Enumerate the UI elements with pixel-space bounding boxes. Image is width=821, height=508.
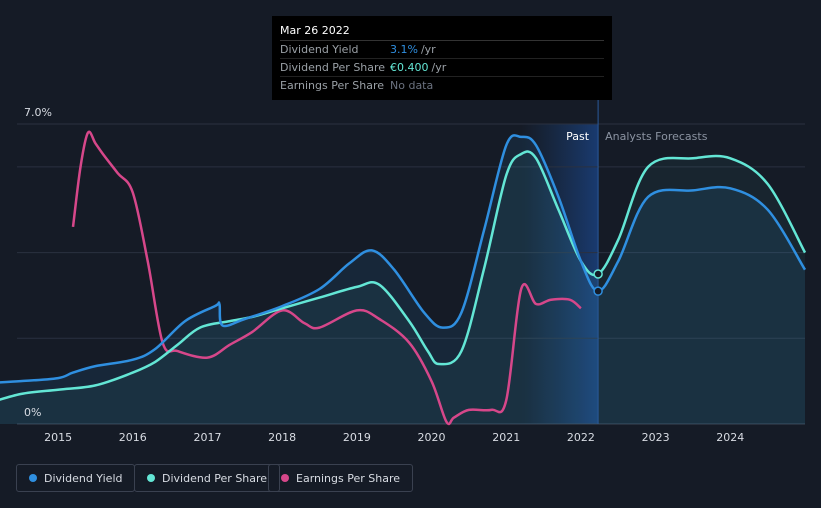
tooltip-value: No data [390, 79, 434, 92]
tooltip-value: 3.1% [390, 43, 418, 56]
earnings-per-share-line[interactable] [71, 130, 582, 426]
legend-label: Earnings Per Share [296, 471, 401, 485]
x-tick-label: 2015 [44, 431, 72, 444]
grid-lines [17, 123, 805, 425]
dividend-yield-area [0, 135, 805, 424]
x-tick-label: 2016 [119, 431, 147, 444]
legend-dividend-per-share[interactable]: Dividend Per Share [134, 464, 281, 492]
tooltip-row-earnings-per-share: Earnings Per Share No data [280, 77, 604, 94]
y-tick-label-max: 7.0% [24, 106, 52, 119]
dividend-per-share-dot-icon [147, 474, 155, 482]
tooltip-row-dividend-yield: Dividend Yield 3.1% /yr [280, 41, 604, 59]
legend-label: Dividend Per Share [162, 471, 268, 485]
x-tick-label: 2022 [567, 431, 595, 444]
dividend-yield-marker [593, 286, 603, 296]
legend-earnings-per-share[interactable]: Earnings Per Share [268, 464, 414, 492]
tooltip-date: Mar 26 2022 [280, 22, 604, 41]
legend-label: Dividend Yield [44, 471, 123, 485]
x-tick-label: 2024 [716, 431, 744, 444]
x-tick-label: 2019 [343, 431, 371, 444]
x-tick-label: 2020 [418, 431, 446, 444]
tooltip-unit: /yr [420, 43, 436, 56]
x-tick-label: 2021 [492, 431, 520, 444]
earnings-per-share-dot-icon [281, 474, 289, 482]
dividend-per-share-marker [593, 269, 603, 279]
tooltip-unit: /yr [431, 61, 447, 74]
dividend-per-share-area [0, 151, 805, 424]
x-tick-label: 2017 [193, 431, 221, 444]
tooltip-label: Dividend Per Share [280, 61, 386, 74]
legend-dividend-yield[interactable]: Dividend Yield [16, 464, 136, 492]
x-tick-label: 2023 [642, 431, 670, 444]
data-tooltip: Mar 26 2022 Dividend Yield 3.1% /yr Divi… [272, 16, 612, 100]
tooltip-row-dividend-per-share: Dividend Per Share €0.400 /yr [280, 59, 604, 77]
analysts-forecasts-label: Analysts Forecasts [605, 130, 708, 143]
past-label: Past [566, 130, 590, 143]
tooltip-label: Dividend Yield [280, 43, 359, 56]
tooltip-value: €0.400 [390, 61, 429, 74]
dividend-yield-dot-icon [29, 474, 37, 482]
y-tick-label-zero: 0% [24, 406, 41, 419]
tooltip-label: Earnings Per Share [280, 79, 385, 92]
x-tick-label: 2018 [268, 431, 296, 444]
x-axis-ticks: 2015 2016 2017 2018 2019 2020 2021 2022 2023 2024 [44, 431, 744, 444]
dividend-yield-line[interactable] [0, 134, 807, 384]
dividend-per-share-line[interactable] [0, 150, 807, 405]
